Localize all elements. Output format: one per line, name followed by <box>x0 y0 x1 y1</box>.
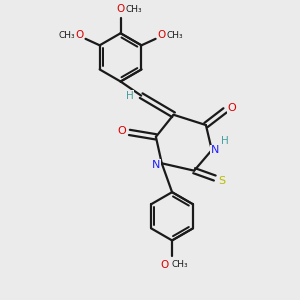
Text: CH₃: CH₃ <box>125 4 142 14</box>
Text: S: S <box>218 176 226 186</box>
Text: O: O <box>158 30 166 40</box>
Text: O: O <box>118 126 126 136</box>
Text: CH₃: CH₃ <box>166 31 183 40</box>
Text: O: O <box>227 103 236 113</box>
Text: N: N <box>152 160 161 170</box>
Text: H: H <box>126 91 134 100</box>
Text: CH₃: CH₃ <box>58 31 75 40</box>
Text: N: N <box>211 145 219 155</box>
Text: H: H <box>221 136 229 146</box>
Text: CH₃: CH₃ <box>172 260 189 269</box>
Text: O: O <box>116 4 125 14</box>
Text: O: O <box>76 30 84 40</box>
Text: O: O <box>160 260 169 270</box>
